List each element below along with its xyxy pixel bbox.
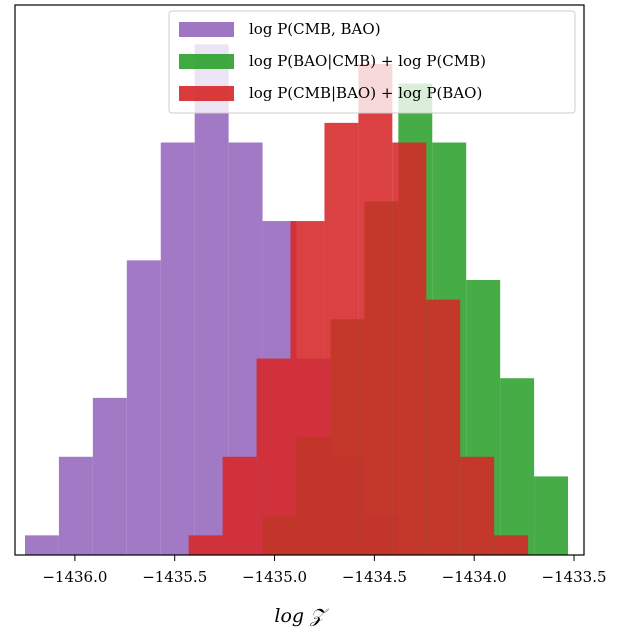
legend-swatch [179,54,234,69]
legend-swatch [179,22,234,37]
histogram-bar-series-3 [392,142,427,555]
plot-frame [14,4,585,556]
histogram-bar-series-1 [24,535,59,555]
histogram-bar-series-2 [534,476,569,555]
legend-label: log P(CMB, BAO) [249,20,381,38]
x-tick-label: −1435.0 [242,568,307,586]
x-tick-label: −1436.0 [42,568,107,586]
histogram-bar-series-3 [358,63,393,556]
histogram-bar-series-3 [188,535,223,555]
x-tick-label: −1433.5 [541,568,606,586]
legend-label: log P(CMB|BAO) + log P(BAO) [249,84,482,102]
x-axis-ticks: −1436.0 −1435.5 −1435.0 −1434.5 −1434.0 −1433… [42,555,607,586]
histogram-bar-series-1 [58,456,93,555]
histogram-bar-series-1 [92,397,127,555]
histogram-bar-series-3 [256,358,291,555]
histogram-bar-series-3 [426,299,461,555]
histogram-bar-series-3 [460,456,495,555]
histogram-bars [24,44,569,556]
x-axis-label: log 𝒵 [274,605,329,627]
histogram-bar-series-2 [500,378,535,555]
histogram-bar-series-3 [494,535,529,555]
histogram-bar-series-3 [324,122,359,555]
legend: log P(CMB, BAO) log P(BAO|CMB) + log P(CM… [168,10,576,114]
histogram-bar-series-1 [126,260,161,555]
x-tick-label: −1434.5 [342,568,407,586]
histogram-bar-series-3 [222,456,257,555]
x-tick-label: −1434.0 [442,568,507,586]
x-tick-label: −1435.5 [142,568,207,586]
histogram-bar-series-1 [160,142,195,555]
legend-label: log P(BAO|CMB) + log P(CMB) [249,52,486,70]
histogram-bar-series-3 [290,221,325,556]
legend-box [168,10,576,114]
legend-swatch [179,86,234,101]
